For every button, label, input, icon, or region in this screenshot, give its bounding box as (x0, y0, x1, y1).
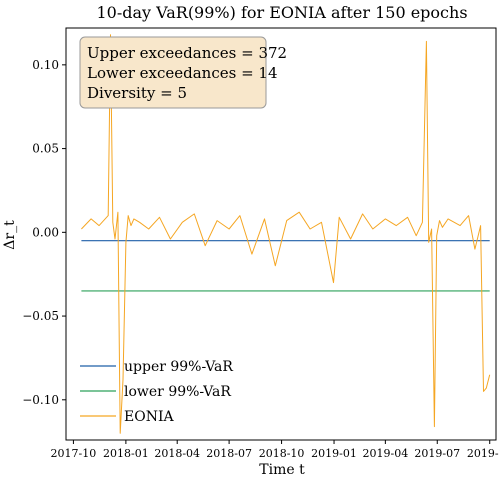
annotation-background (79, 36, 267, 109)
x-tick-label: 2018-01 (103, 447, 149, 460)
annotation-box: Upper exceedances = 372 Lower exceedance… (79, 36, 287, 109)
series-eonia-line (81, 34, 491, 434)
annotation-upper-exceedances: Upper exceedances = 372 (87, 44, 287, 62)
series-layer (81, 34, 491, 434)
x-axis: 2017-10 2018-01 2018-04 2018-07 2018-10 2019-… (51, 440, 500, 460)
x-tick-label: 2019-07 (414, 447, 460, 460)
y-tick-label: 0.05 (32, 142, 59, 156)
chart-title: 10-day VaR(99%) for EONIA after 150 epoc… (96, 3, 467, 22)
x-tick-label: 2019-01 (311, 447, 357, 460)
y-axis: 0.10 0.05 0.00 −0.05 −0.10 (22, 58, 66, 407)
x-tick-label: 2019-10 (467, 447, 500, 460)
y-tick-label: 0.00 (32, 225, 59, 239)
x-tick-label: 2017-10 (51, 447, 97, 460)
y-tick-label: 0.10 (32, 58, 59, 72)
y-axis-label: Δr_t (2, 220, 18, 250)
y-tick-label: −0.10 (22, 393, 59, 407)
legend-label-eonia: EONIA (124, 409, 174, 425)
x-tick-label: 2018-10 (259, 447, 305, 460)
x-tick-label: 2018-07 (206, 447, 252, 460)
x-tick-label: 2019-04 (363, 447, 409, 460)
x-axis-label: Time t (259, 462, 305, 478)
plot-frame (65, 27, 497, 441)
x-tick-label: 2018-04 (154, 447, 200, 460)
legend: upper 99%-VaR lower 99%-VaR EONIA (80, 359, 233, 425)
legend-label-upper-var: upper 99%-VaR (124, 359, 233, 375)
annotation-lower-exceedances: Lower exceedances = 14 (87, 64, 278, 82)
plot-area (65, 27, 497, 441)
annotation-diversity: Diversity = 5 (87, 84, 187, 102)
y-tick-label: −0.05 (22, 309, 59, 323)
legend-label-lower-var: lower 99%-VaR (124, 384, 231, 400)
